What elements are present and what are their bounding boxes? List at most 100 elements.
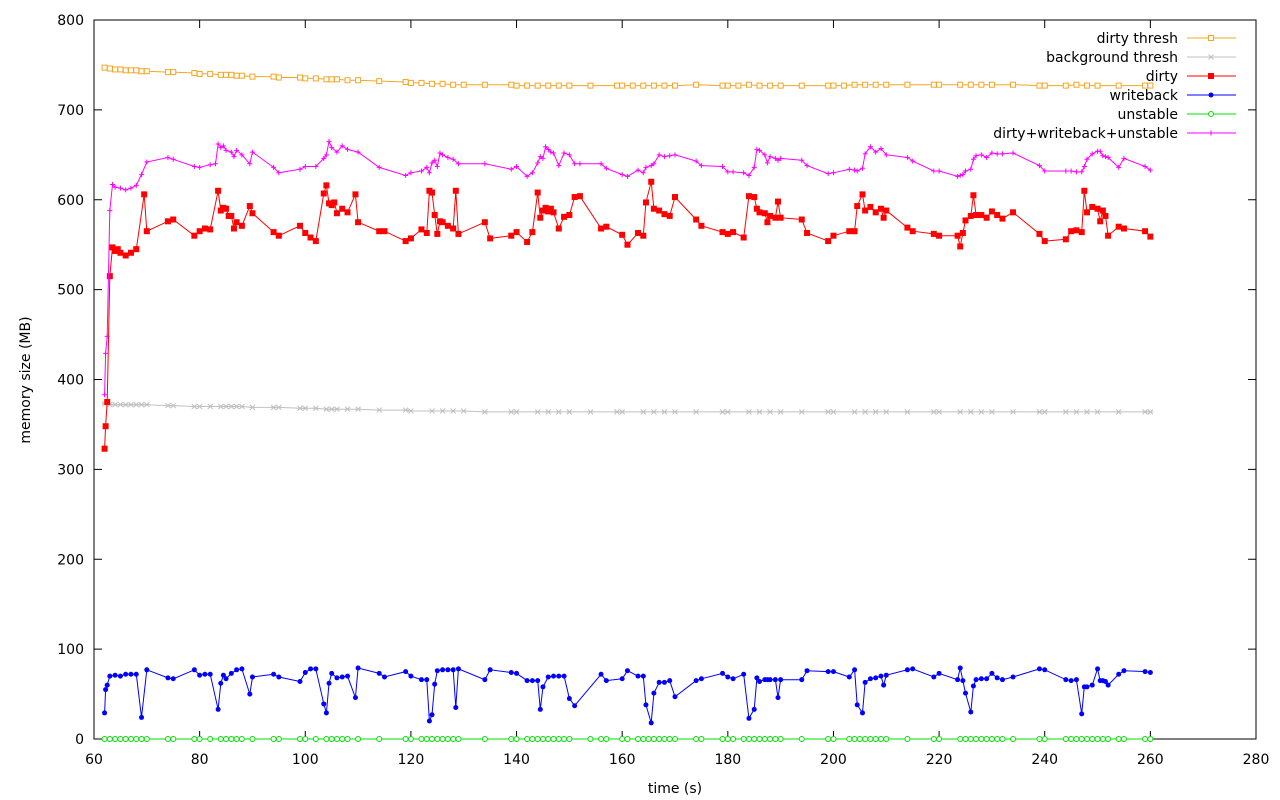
series-line (104, 667, 1151, 723)
data-point (661, 736, 668, 742)
data-point (1208, 35, 1214, 41)
data-point (1010, 736, 1017, 742)
data-point (931, 674, 937, 680)
data-point (1089, 203, 1096, 210)
data-point (883, 672, 889, 678)
data-point (1115, 82, 1122, 89)
data-point (1063, 677, 1069, 683)
data-point (196, 736, 203, 742)
data-point (455, 666, 461, 672)
data-point (640, 232, 647, 239)
data-point (851, 736, 858, 742)
data-point (1115, 736, 1122, 742)
data-point (640, 170, 646, 176)
data-point (1068, 228, 1075, 235)
data-point (735, 82, 742, 89)
data-point (143, 68, 150, 75)
data-point (329, 145, 335, 151)
data-point (1073, 736, 1080, 742)
data-point (323, 736, 330, 742)
data-point (408, 673, 414, 679)
data-point (308, 666, 314, 672)
data-point (650, 409, 657, 415)
data-point (872, 209, 879, 216)
data-point (109, 181, 115, 187)
data-point (1121, 668, 1127, 674)
data-point (133, 671, 139, 677)
data-point (772, 214, 779, 221)
data-point (164, 736, 171, 742)
data-point (904, 81, 911, 88)
data-point (561, 673, 567, 679)
data-point (233, 736, 240, 742)
data-point (344, 736, 351, 742)
data-point (973, 153, 979, 159)
data-point (754, 146, 760, 152)
data-point (339, 674, 345, 680)
data-point (312, 736, 319, 742)
data-point (825, 736, 832, 742)
data-point (978, 212, 985, 219)
legend-label: dirty thresh (1097, 31, 1178, 47)
data-point (439, 80, 446, 87)
data-point (954, 232, 961, 239)
data-point (529, 678, 535, 684)
data-point (238, 736, 245, 742)
data-point (656, 736, 663, 742)
data-point (798, 409, 805, 415)
data-point (745, 81, 752, 88)
data-point (275, 232, 282, 239)
data-point (144, 667, 150, 673)
data-point (1089, 151, 1095, 157)
data-point (302, 669, 308, 675)
data-point (883, 207, 890, 214)
data-point (207, 671, 213, 677)
data-point (103, 687, 109, 693)
data-point (1042, 168, 1048, 174)
data-point (930, 409, 937, 415)
data-point (508, 166, 514, 172)
series-background-thresh (101, 400, 1154, 415)
data-point (598, 161, 604, 167)
data-point (223, 205, 230, 212)
data-point (102, 710, 108, 716)
data-point (751, 706, 757, 712)
data-point (624, 241, 631, 248)
data-point (613, 82, 620, 89)
data-point (1041, 409, 1048, 415)
data-point (481, 736, 488, 742)
data-point (619, 231, 626, 238)
data-point (751, 164, 757, 170)
data-point (376, 78, 383, 85)
data-point (762, 152, 768, 158)
data-point (661, 679, 667, 685)
data-point (930, 736, 937, 742)
data-point (212, 161, 218, 167)
data-point (165, 675, 171, 681)
data-point (402, 407, 409, 413)
x-tick-label: 180 (714, 752, 741, 768)
data-point (994, 151, 1000, 157)
data-point (978, 409, 985, 415)
data-point (1100, 153, 1106, 159)
data-point (141, 191, 148, 198)
data-point (381, 228, 388, 235)
data-point (202, 671, 208, 677)
data-point (352, 191, 359, 198)
data-point (777, 736, 784, 742)
data-point (545, 409, 552, 415)
data-point (629, 82, 636, 89)
data-point (432, 681, 438, 687)
data-point (756, 209, 763, 216)
data-point (754, 675, 760, 681)
data-point (450, 736, 457, 742)
data-point (967, 736, 974, 742)
data-point (434, 736, 441, 742)
data-point (730, 169, 736, 175)
data-point (128, 185, 134, 191)
data-point (191, 403, 198, 410)
data-point (355, 77, 362, 84)
data-point (970, 192, 977, 199)
data-point (524, 238, 531, 245)
data-point (312, 238, 319, 245)
